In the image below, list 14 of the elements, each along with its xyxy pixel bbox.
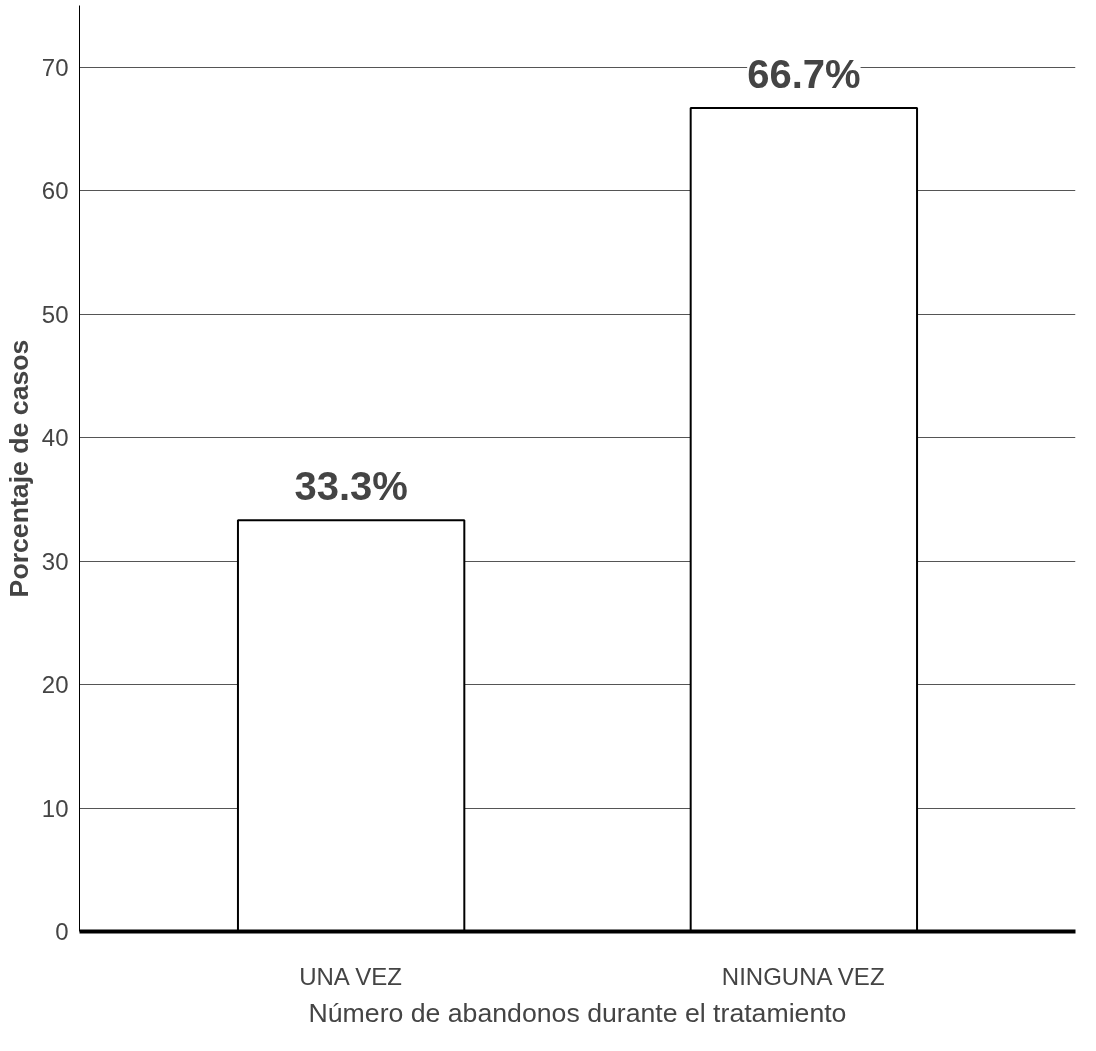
y-tick-label: 70: [41, 53, 69, 81]
y-tick-label: 30: [41, 547, 69, 575]
y-tick-label: 50: [41, 300, 69, 328]
y-tick-label: 10: [41, 794, 69, 822]
x-axis-title: Número de abandonos durante el tratamiento: [308, 997, 847, 1028]
y-tick-label: 0: [55, 918, 69, 945]
y-tick-label: 60: [41, 177, 69, 205]
data-label: 33.3%: [294, 464, 408, 509]
y-tick-label: 20: [41, 671, 69, 699]
y-axis-title: Porcentaje de casos: [3, 339, 34, 598]
x-tick-label: NINGUNA VEZ: [721, 962, 885, 990]
x-tick-label: UNA VEZ: [299, 962, 402, 990]
data-label: 66.7%: [747, 51, 861, 96]
y-tick-label: 40: [41, 424, 69, 452]
